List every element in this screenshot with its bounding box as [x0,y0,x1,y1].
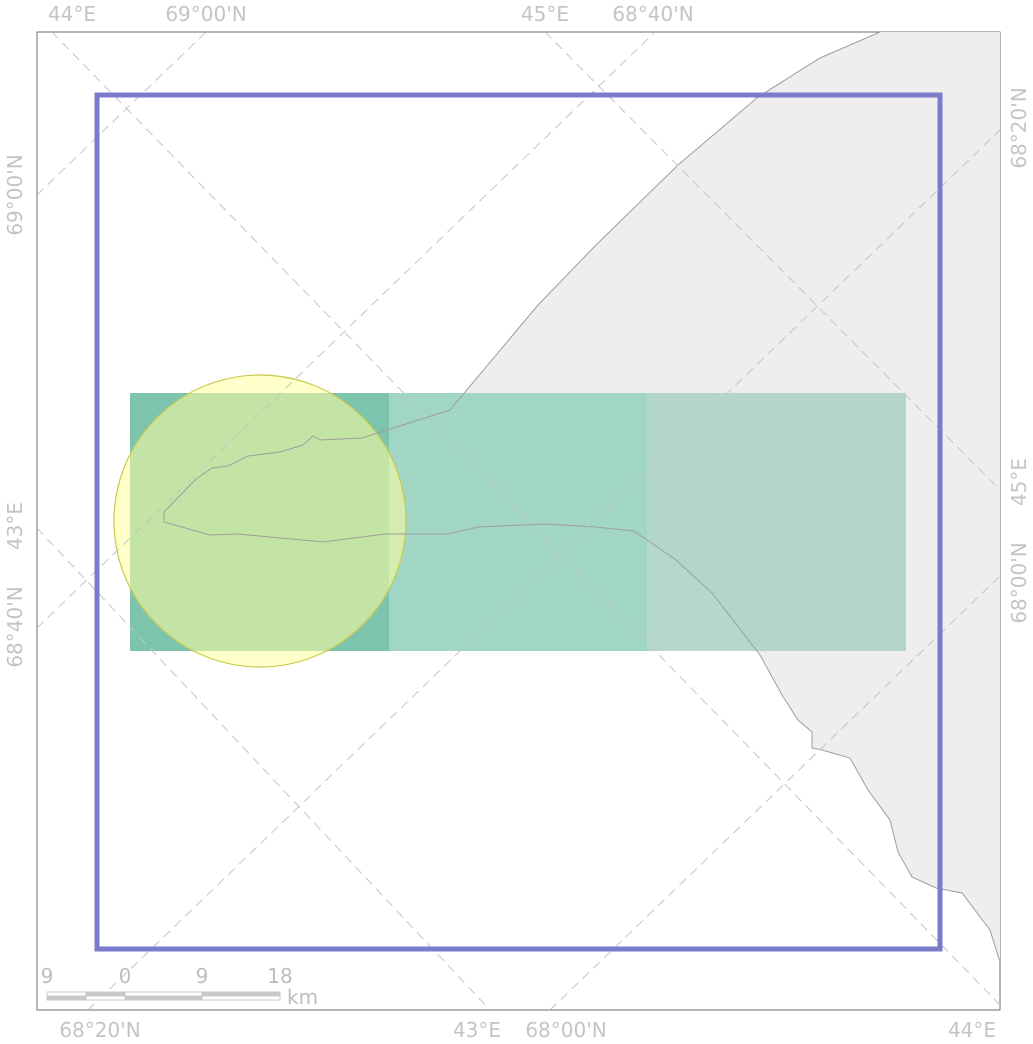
buffer-circle [113,374,407,668]
label-right-68n: 68°00'N [1007,542,1031,623]
label-left-6840n: 68°40'N [3,586,27,667]
graticule-line-45e [544,32,1000,491]
graticule-line-69n [37,32,207,196]
coastline [163,32,1000,963]
label-bottom-68n: 68°00'N [525,1018,606,1042]
grid-cell-2 [389,393,647,651]
scale-bar-segment-2 [85,991,126,997]
scale-bar-unit: km [287,985,318,1009]
graticule-line-6840n [37,32,656,629]
scale-bar-segment-8 [201,995,281,1001]
scale-bar-segment-1 [46,991,87,997]
scale-bar-tick-9: 9 [196,964,209,988]
scale-bar-segment-3 [124,991,203,997]
grid-cell-3 [647,393,906,651]
label-top-6840n: 68°40'N [612,2,693,26]
graticule [37,32,1000,1010]
label-top-45e: 45°E [521,2,569,26]
graticule-line-6820n [87,129,1000,1010]
right-labels: 68°20'N 45°E 68°00'N [1007,87,1031,623]
label-left-69n: 69°00'N [3,154,27,235]
bottom-labels: 68°20'N 43°E 68°00'N 44°E [59,1018,996,1042]
scale-bar-segment-5 [46,995,87,1001]
label-right-6820n: 68°20'N [1007,87,1031,168]
label-left-43e: 43°E [3,502,27,550]
label-bottom-43e: 43°E [453,1018,501,1042]
graticule-line-43e [37,527,491,1010]
scale-bar-segment-7 [124,995,203,1001]
scale-bar-segment-4 [201,991,281,997]
left-labels: 69°00'N 43°E 68°40'N [3,154,27,667]
study-area-outline [94,92,943,952]
label-bottom-6820n: 68°20'N [59,1018,140,1042]
label-top-69n: 69°00'N [165,2,246,26]
scale-bar-segment-6 [85,995,126,1001]
scale-bar: 9 0 9 18 km [41,964,318,1009]
top-labels: 44°E 69°00'N 45°E 68°40'N [48,2,694,26]
scale-bar-tick-9-left: 9 [41,964,54,988]
label-right-45e: 45°E [1007,458,1031,506]
scale-bar-tick-18: 18 [267,964,292,988]
graticule-line-44e [51,32,1000,1006]
label-bottom-44e: 44°E [948,1018,996,1042]
label-top-44e: 44°E [48,2,96,26]
scale-bar-tick-0: 0 [119,964,132,988]
